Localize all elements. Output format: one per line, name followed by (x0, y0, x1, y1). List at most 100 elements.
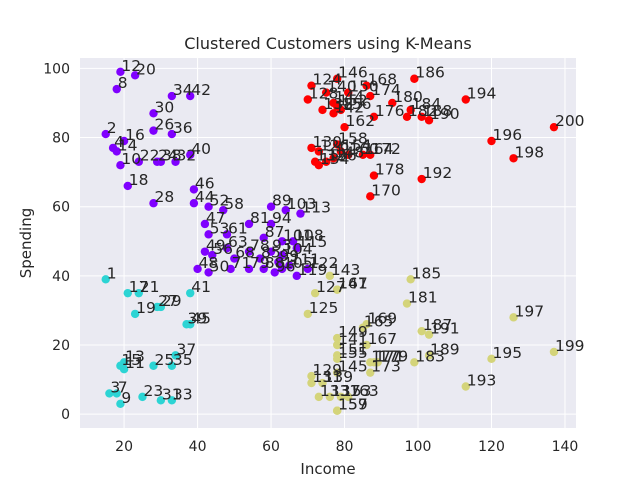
data-point (424, 351, 434, 360)
data-point-label: 153 (342, 382, 372, 400)
data-point-label: 189 (430, 340, 460, 358)
data-point-label: 134 (320, 150, 350, 168)
data-point (406, 275, 415, 284)
y-axis-label: Spending (17, 208, 35, 279)
data-point-label: 49 (206, 237, 226, 255)
data-point (340, 122, 349, 132)
data-point-label: 39 (188, 309, 208, 327)
plot-area (80, 58, 576, 428)
data-point-label: 50 (210, 257, 230, 275)
data-point-label: 200 (555, 112, 585, 130)
data-point-label: 133 (320, 382, 350, 400)
data-point (266, 219, 276, 229)
data-point-label: 108 (294, 226, 324, 244)
data-point-label: 167 (368, 330, 398, 348)
x-tick-label: 120 (478, 439, 505, 455)
data-point-label: 171 (375, 347, 405, 365)
data-point (186, 150, 195, 160)
data-point-label: 56 (213, 240, 233, 258)
data-point-label: 36 (173, 119, 193, 137)
data-point (193, 264, 202, 274)
data-point-label: 27 (158, 292, 178, 310)
data-point (112, 389, 121, 398)
data-point (325, 271, 335, 281)
data-point-label: 191 (430, 320, 460, 338)
data-point (189, 199, 199, 208)
data-point-label: 103 (287, 195, 317, 213)
data-point (321, 157, 331, 166)
data-point-label: 68 (235, 244, 255, 262)
data-point-label: 196 (492, 126, 522, 144)
data-point-label: 161 (338, 275, 368, 293)
data-point-label: 149 (338, 323, 368, 341)
data-point (310, 288, 320, 298)
data-point-label: 187 (423, 316, 453, 334)
points-layer (101, 67, 559, 415)
data-point (116, 160, 125, 170)
data-point-label: 25 (154, 351, 174, 369)
data-point-label: 42 (191, 81, 211, 99)
data-point (277, 264, 287, 274)
data-point-label: 48 (199, 254, 219, 272)
data-point-label: 38 (162, 147, 182, 165)
data-point-label: 141 (338, 330, 368, 348)
data-point-label: 194 (467, 84, 497, 102)
data-point-label: 165 (364, 313, 394, 331)
data-point-label: 16 (125, 126, 145, 144)
data-point (487, 136, 496, 146)
data-point-label: 193 (467, 372, 497, 390)
data-point (417, 112, 426, 121)
data-point (204, 202, 213, 211)
data-point (230, 254, 239, 263)
data-point-label: 44 (195, 188, 215, 206)
data-point-label: 47 (206, 209, 226, 227)
data-point (277, 237, 287, 246)
data-point-label: 185 (412, 264, 442, 282)
data-point-label: 52 (210, 192, 230, 210)
data-point (270, 268, 279, 277)
data-point (189, 185, 199, 194)
data-point (200, 247, 210, 256)
data-point-label: 148 (335, 143, 365, 161)
x-axis-label: Income (300, 460, 355, 478)
data-point-label: 164 (364, 140, 394, 158)
data-point-label: 12 (121, 57, 141, 75)
data-point (266, 202, 276, 211)
data-point-label: 169 (368, 309, 398, 327)
data-point (285, 261, 294, 270)
data-point (336, 105, 346, 115)
data-point-label: 176 (375, 102, 405, 120)
data-point (314, 392, 324, 402)
data-point (156, 157, 166, 166)
chart-title: Clustered Customers using K-Means (184, 34, 471, 53)
data-point (314, 160, 324, 170)
data-point (307, 371, 316, 381)
data-point-label: 195 (492, 344, 522, 362)
data-point-label: 71 (232, 254, 252, 272)
y-tick-label: 0 (61, 407, 70, 423)
data-point-label: 128 (309, 84, 339, 102)
data-point-label: 119 (298, 261, 328, 279)
data-point-label: 33 (173, 385, 193, 403)
data-point (119, 136, 129, 146)
data-point (259, 264, 268, 274)
data-point-label: 190 (430, 105, 460, 123)
data-point-label: 45 (191, 309, 211, 327)
data-point (116, 67, 125, 77)
data-point (362, 81, 371, 90)
data-point (292, 271, 301, 281)
data-point-label: 17 (129, 278, 149, 296)
data-point (134, 288, 143, 298)
data-point-label: 19 (136, 299, 156, 317)
data-point (186, 288, 195, 298)
data-point-label: 183 (415, 347, 445, 365)
data-point-label: 105 (283, 254, 313, 272)
data-point (362, 340, 371, 350)
data-point (318, 105, 327, 115)
x-tick-label: 100 (405, 439, 432, 455)
data-point-label: 87 (265, 223, 285, 241)
data-point-label: 40 (191, 140, 211, 158)
data-point (344, 88, 353, 97)
